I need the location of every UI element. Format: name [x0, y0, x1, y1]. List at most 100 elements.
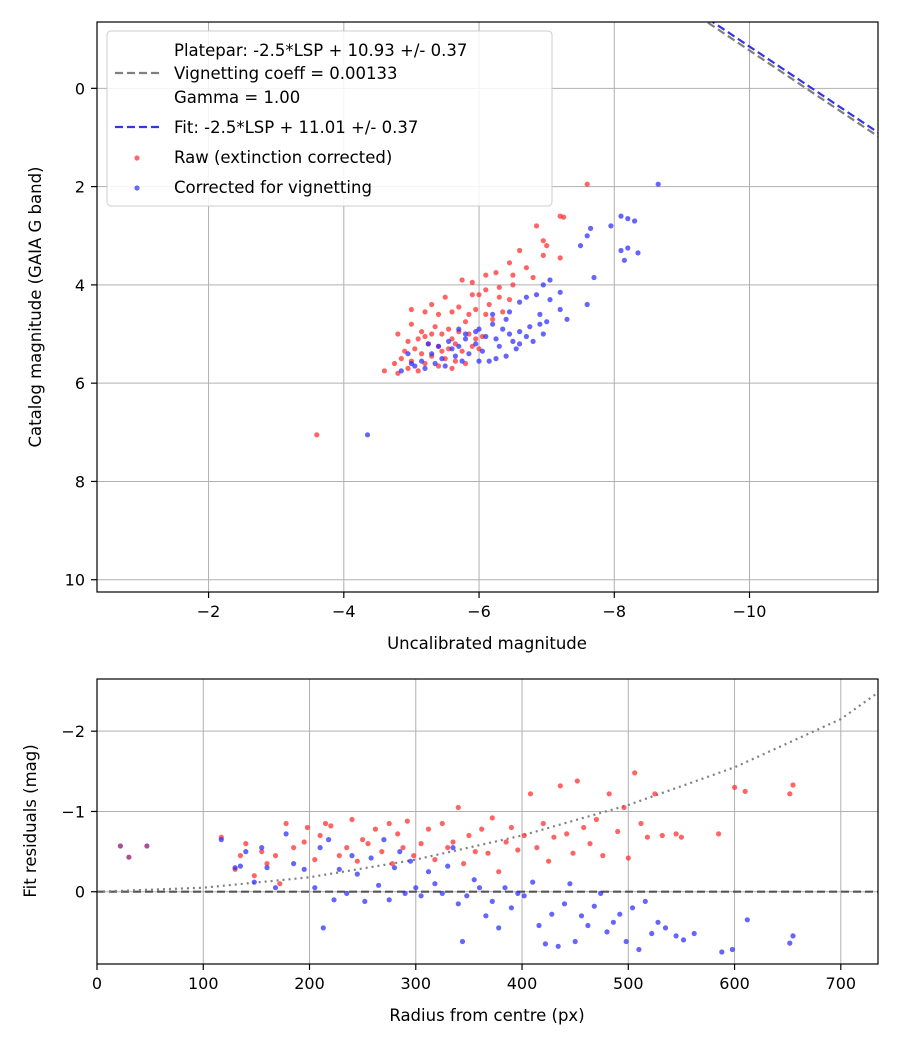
- scatter-point: [489, 815, 495, 821]
- scatter-point: [615, 828, 621, 835]
- scatter-point: [606, 791, 612, 797]
- scatter-point: [479, 348, 485, 354]
- legend: Platepar: -2.5*LSP + 10.93 +/- 0.37 Vign…: [106, 30, 553, 207]
- bottom-x-axis-label: Radius from centre (px): [389, 1006, 584, 1025]
- scatter-point: [386, 897, 392, 903]
- legend-raw-label: Raw (extinction corrected): [174, 148, 392, 167]
- y-tick-label: 0: [75, 79, 85, 98]
- scatter-point: [407, 858, 414, 864]
- scatter-point: [644, 834, 651, 840]
- scatter-point: [386, 820, 392, 827]
- scatter-point: [500, 309, 506, 315]
- platepar-line: [704, 22, 878, 138]
- scatter-point: [523, 294, 530, 300]
- scatter-point: [485, 850, 491, 856]
- y-tick-label: 2: [75, 178, 85, 197]
- scatter-point: [456, 343, 462, 349]
- scatter-point: [508, 905, 514, 911]
- scatter-point: [537, 311, 543, 317]
- scatter-point: [632, 770, 638, 776]
- scatter-point: [455, 804, 461, 811]
- scatter-point: [469, 279, 475, 285]
- scatter-point: [787, 791, 793, 797]
- scatter-point: [395, 331, 401, 337]
- scatter-point: [364, 432, 371, 438]
- scatter-point: [623, 938, 629, 945]
- scatter-point: [456, 304, 462, 310]
- scatter-point: [466, 351, 472, 357]
- y-tick-label: −2: [61, 722, 85, 741]
- scatter-point: [617, 911, 623, 917]
- scatter-point: [673, 831, 679, 837]
- scatter-point: [636, 946, 642, 953]
- scatter-point: [429, 331, 435, 337]
- scatter-point: [439, 890, 445, 897]
- scatter-point: [649, 930, 655, 937]
- scatter-point: [517, 341, 523, 347]
- scatter-point: [405, 351, 411, 357]
- scatter-point: [272, 853, 279, 859]
- scatter-point: [418, 893, 424, 899]
- x-tick-label: 100: [188, 974, 219, 993]
- scatter-point: [732, 784, 738, 791]
- scatter-point: [570, 850, 576, 856]
- bottom-scatter-points: [117, 770, 796, 955]
- scatter-point: [551, 834, 557, 840]
- scatter-point: [473, 341, 479, 347]
- scatter-point: [466, 832, 472, 839]
- scatter-point: [418, 841, 424, 847]
- scatter-point: [425, 869, 432, 875]
- scatter-point: [540, 331, 546, 337]
- scatter-point: [540, 238, 546, 244]
- scatter-point: [610, 919, 617, 925]
- scatter-point: [621, 804, 627, 811]
- scatter-point: [490, 316, 496, 322]
- scatter-point: [588, 225, 594, 231]
- scatter-point: [510, 272, 516, 278]
- scatter-point: [625, 216, 631, 222]
- scatter-point: [533, 223, 540, 229]
- scatter-point: [259, 849, 265, 855]
- scatter-point: [322, 820, 329, 827]
- scatter-point: [452, 358, 458, 364]
- scatter-point: [354, 871, 360, 877]
- scatter-point: [561, 901, 568, 907]
- scatter-point: [506, 331, 513, 337]
- scatter-point: [472, 849, 478, 855]
- calibration-panel: −2 −4 −6 −8 −10 0 2 4 6 8 10 Uncalibrated magnitud…: [26, 21, 879, 653]
- scatter-point: [486, 358, 492, 364]
- scatter-point: [251, 873, 257, 879]
- scatter-point: [593, 816, 600, 823]
- scatter-point: [506, 309, 513, 315]
- x-tick-label: 700: [826, 974, 857, 993]
- legend-box: [106, 30, 553, 207]
- x-tick-label: −6: [467, 602, 491, 621]
- top-frame: [96, 21, 879, 593]
- scatter-point: [291, 845, 297, 851]
- scatter-point: [372, 826, 378, 832]
- scatter-point: [744, 917, 750, 923]
- scatter-point: [326, 837, 332, 843]
- scatter-point: [408, 306, 414, 313]
- scatter-point: [445, 863, 451, 869]
- bottom-plot-area: [97, 679, 878, 964]
- scatter-point: [365, 841, 371, 847]
- scatter-point: [277, 881, 283, 887]
- scatter-point: [360, 837, 366, 843]
- scatter-point: [489, 898, 495, 905]
- scatter-point: [402, 890, 408, 897]
- scatter-point: [500, 326, 506, 332]
- scatter-point: [408, 360, 414, 367]
- scatter-point: [469, 292, 475, 298]
- x-tick-label: 200: [294, 974, 325, 993]
- scatter-point: [459, 358, 465, 364]
- scatter-point: [126, 854, 132, 860]
- y-tick-label: 0: [75, 883, 85, 902]
- scatter-point: [419, 358, 425, 364]
- legend-corrected-swatch: [134, 185, 140, 191]
- scatter-point: [397, 849, 403, 855]
- legend-platepar-line-3: Gamma = 1.00: [174, 88, 300, 107]
- scatter-point: [317, 845, 323, 851]
- scatter-point: [415, 336, 421, 342]
- scatter-point: [652, 791, 658, 797]
